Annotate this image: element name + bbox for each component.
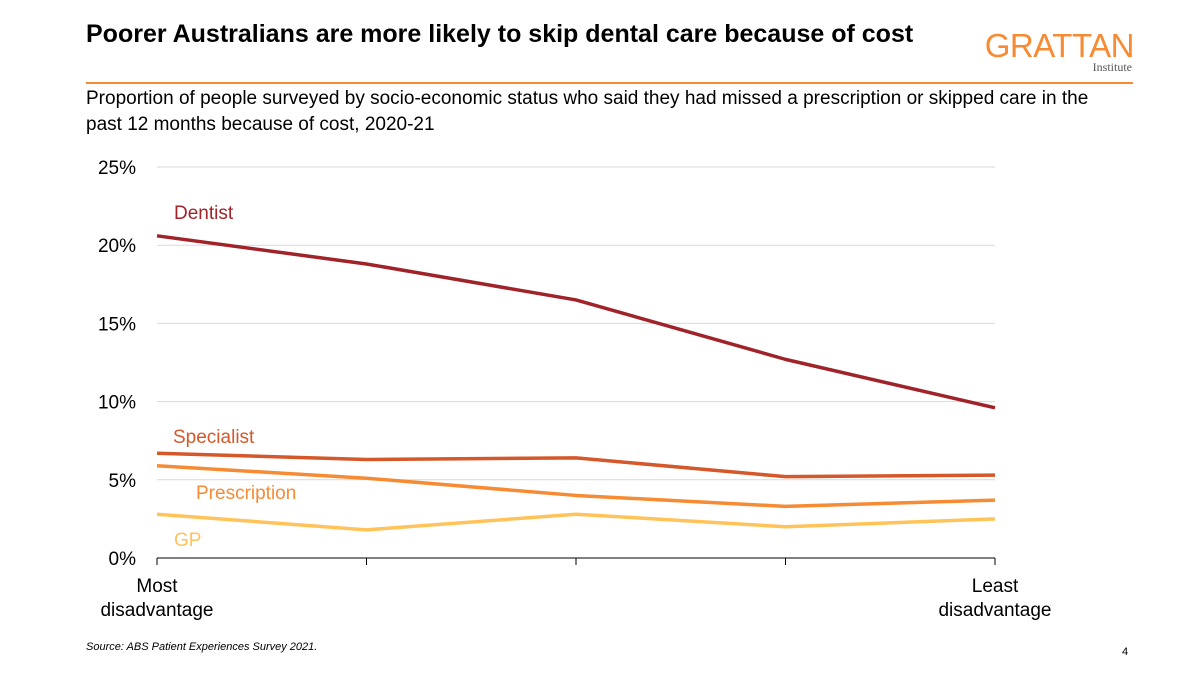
y-tick-label: 15% [98, 314, 136, 335]
x-tick-label: Most disadvantage [100, 576, 213, 621]
series-line-dentist [156, 234, 996, 410]
y-tick-label: 20% [98, 236, 136, 257]
series-lines [156, 234, 996, 532]
x-tick-label: Least disadvantage [938, 576, 1051, 621]
gridlines [157, 166, 995, 481]
chart-title: Poorer Australians are more likely to sk… [86, 20, 914, 48]
y-tick-label: 5% [109, 471, 137, 492]
grattan-logo: GRATTAN Institute [982, 27, 1135, 78]
series-label-prescription: Prescription [196, 483, 296, 504]
series-label-specialist: Specialist [173, 427, 255, 448]
series-labels: Dentist Specialist Prescription GP [173, 203, 296, 551]
y-tick-label: 0% [109, 549, 137, 570]
series-label-gp: GP [174, 530, 201, 551]
title-divider [86, 82, 1133, 84]
y-tick-label: 10% [98, 393, 136, 414]
x-axis [156, 557, 996, 565]
series-line-gp [156, 512, 996, 532]
source-note: Source: ABS Patient Experiences Survey 2… [86, 641, 318, 653]
series-label-dentist: Dentist [174, 203, 234, 224]
x-axis-tick-labels: Most disadvantage Least disadvantage [100, 576, 1051, 621]
logo-sub: Institute [1092, 60, 1132, 74]
y-axis-tick-labels: 0% 5% 10% 15% 20% 25% [98, 158, 136, 570]
logo-name: GRATTAN [984, 27, 1135, 64]
y-tick-label: 25% [98, 158, 136, 179]
chart-subtitle: Proportion of people surveyed by socio-e… [86, 88, 1089, 135]
page-number: 4 [1122, 646, 1129, 658]
